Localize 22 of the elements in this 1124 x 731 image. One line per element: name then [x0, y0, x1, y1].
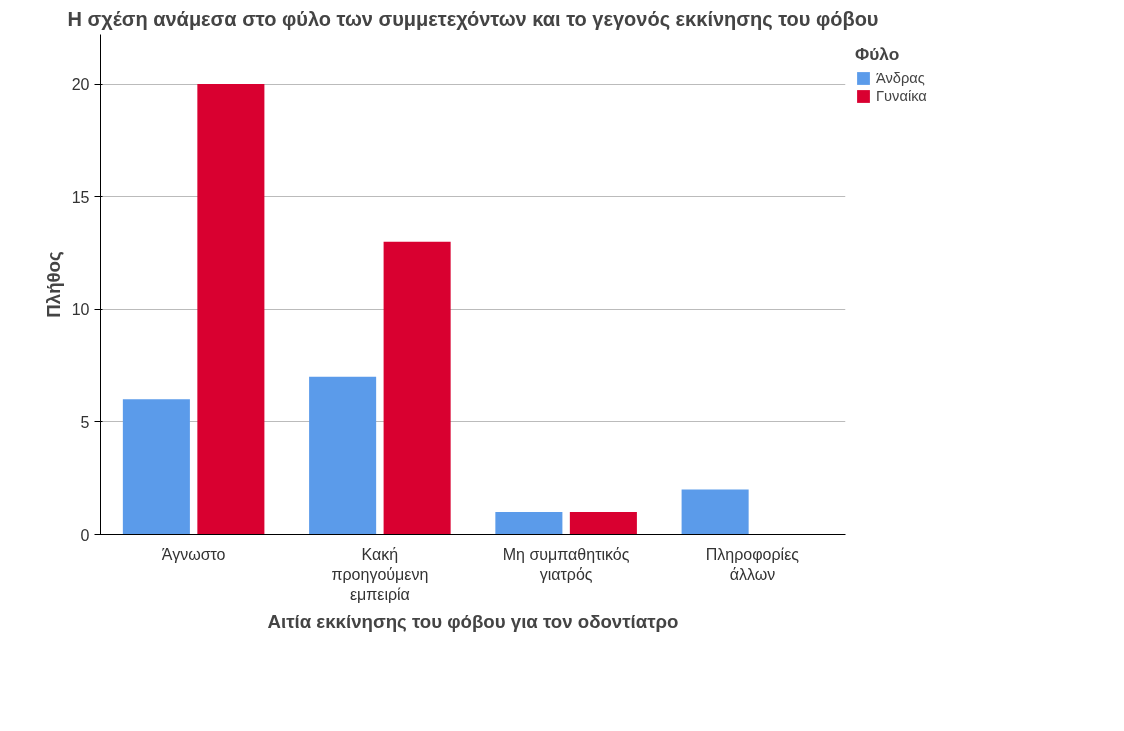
legend-label: Άνδρας [876, 70, 925, 86]
y-tick-label: 0 [80, 526, 90, 544]
x-tick-label: Πληροφορίες άλλων [705, 545, 800, 583]
bar [681, 489, 749, 535]
legend-label: Γυναίκα [876, 88, 927, 104]
x-axis-title: Αιτία εκκίνησης του φόβου για τον οδοντίατρο [267, 611, 679, 633]
y-tick-label: 20 [71, 76, 90, 94]
bar [122, 399, 190, 535]
bar [569, 511, 637, 535]
y-axis-title: Πλήθος [42, 251, 64, 318]
y-tick-label: 5 [80, 413, 90, 431]
y-tick-label: 15 [71, 188, 90, 206]
x-tick-label: Άγνωστο [161, 545, 226, 563]
y-tick-label: 10 [71, 301, 90, 319]
bar [197, 84, 265, 535]
x-tick-label: Μη συμπαθητικός γιατρός [502, 545, 630, 583]
legend-title: Φύλο [855, 44, 901, 65]
chart-title: Η σχέση ανάμεσα στο φύλο των συμμετεχόντων και το γεγονός εκκίνησης του φόβου [67, 7, 879, 30]
bar [495, 511, 563, 535]
bar [309, 376, 377, 535]
bar [383, 241, 451, 535]
x-tick-label: Κακή προηγούμενη εμπειρία [331, 545, 429, 604]
